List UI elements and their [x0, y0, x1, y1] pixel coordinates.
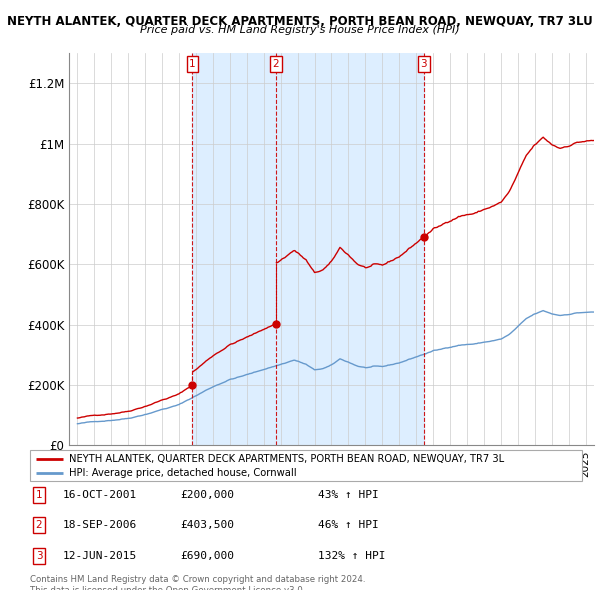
- Text: 46% ↑ HPI: 46% ↑ HPI: [318, 520, 379, 530]
- Text: NEYTH ALANTEK, QUARTER DECK APARTMENTS, PORTH BEAN ROAD, NEWQUAY, TR7 3LU: NEYTH ALANTEK, QUARTER DECK APARTMENTS, …: [7, 15, 593, 28]
- Text: £690,000: £690,000: [180, 551, 234, 561]
- Text: 2: 2: [35, 520, 43, 530]
- Text: Price paid vs. HM Land Registry's House Price Index (HPI): Price paid vs. HM Land Registry's House …: [140, 25, 460, 35]
- Text: 43% ↑ HPI: 43% ↑ HPI: [318, 490, 379, 500]
- Bar: [276, 53, 424, 445]
- Text: £403,500: £403,500: [180, 520, 234, 530]
- Text: £200,000: £200,000: [180, 490, 234, 500]
- Text: 3: 3: [421, 59, 427, 69]
- Text: 132% ↑ HPI: 132% ↑ HPI: [318, 551, 386, 561]
- Text: 3: 3: [35, 551, 43, 561]
- Text: 2: 2: [272, 59, 279, 69]
- Bar: [193, 53, 276, 445]
- Text: Contains HM Land Registry data © Crown copyright and database right 2024.
This d: Contains HM Land Registry data © Crown c…: [30, 575, 365, 590]
- Text: 1: 1: [189, 59, 196, 69]
- Text: HPI: Average price, detached house, Cornwall: HPI: Average price, detached house, Corn…: [68, 468, 296, 478]
- Text: 18-SEP-2006: 18-SEP-2006: [63, 520, 137, 530]
- Text: 1: 1: [35, 490, 43, 500]
- Text: NEYTH ALANTEK, QUARTER DECK APARTMENTS, PORTH BEAN ROAD, NEWQUAY, TR7 3L: NEYTH ALANTEK, QUARTER DECK APARTMENTS, …: [68, 454, 504, 464]
- Text: 12-JUN-2015: 12-JUN-2015: [63, 551, 137, 561]
- FancyBboxPatch shape: [30, 450, 582, 481]
- Text: 16-OCT-2001: 16-OCT-2001: [63, 490, 137, 500]
